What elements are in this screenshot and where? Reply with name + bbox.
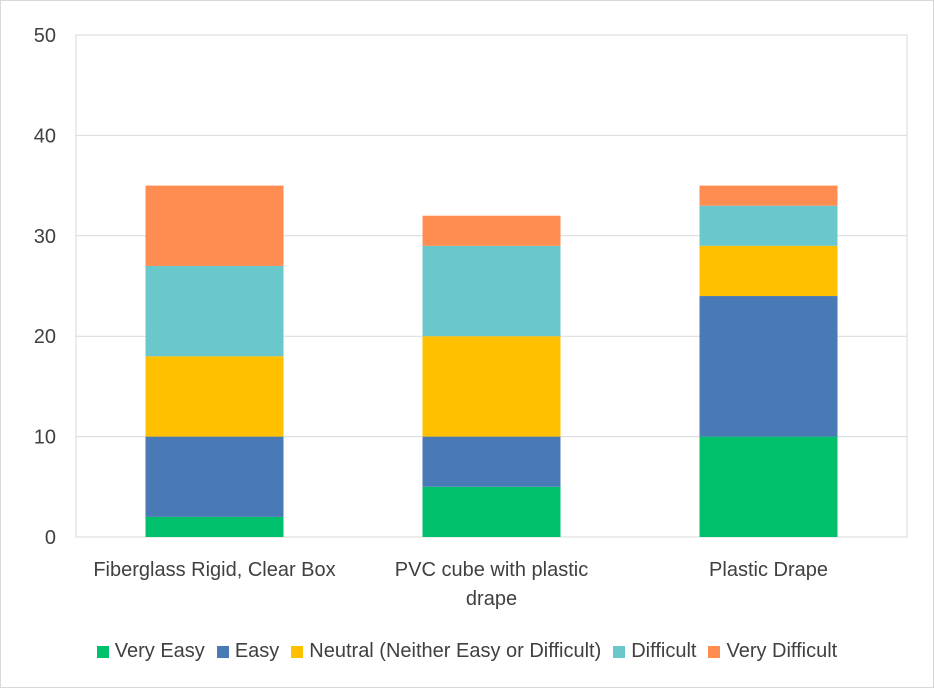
y-tick-label: 0 xyxy=(45,527,56,549)
legend-item: Very Difficult xyxy=(708,640,837,663)
bar-segment xyxy=(422,336,561,437)
legend-label: Easy xyxy=(234,640,280,662)
legend-item: Neutral (Neither Easy or Difficult) xyxy=(291,640,601,663)
x-tick-label: drape xyxy=(466,588,517,610)
bar-segment xyxy=(699,245,838,297)
bar-segment xyxy=(699,185,838,206)
bar-segment xyxy=(422,215,561,246)
legend-swatch xyxy=(96,645,109,658)
bar-segment xyxy=(699,436,838,537)
y-tick-label: 10 xyxy=(34,427,56,449)
bar-segment xyxy=(699,296,838,437)
bar-segment xyxy=(145,516,284,537)
x-tick-label: Plastic Drape xyxy=(709,559,828,581)
x-tick-label: Fiberglass Rigid, Clear Box xyxy=(93,559,335,581)
bar-segment xyxy=(145,265,284,357)
legend-label: Neutral (Neither Easy or Difficult) xyxy=(309,640,602,662)
bar-segment xyxy=(145,185,284,266)
chart-legend: Very Easy Easy Neutral (Neither Easy or Di… xyxy=(0,640,934,663)
legend-swatch xyxy=(613,645,626,658)
y-tick-label: 20 xyxy=(34,326,56,348)
bar-segment xyxy=(699,205,838,246)
bar-segment xyxy=(145,436,284,517)
legend-item: Easy xyxy=(216,640,280,663)
x-tick-label: PVC cube with plastic xyxy=(395,559,588,581)
legend-label: Very Easy xyxy=(114,640,205,662)
bar-segment xyxy=(145,356,284,437)
bar-segment xyxy=(422,436,561,487)
legend-label: Very Difficult xyxy=(726,640,838,662)
y-tick-label: 40 xyxy=(34,125,56,147)
bar-segment xyxy=(422,245,561,337)
legend-item: Very Easy xyxy=(96,640,205,663)
legend-item: Difficult xyxy=(613,640,696,663)
legend-label: Difficult xyxy=(631,640,697,662)
legend-swatch xyxy=(291,645,304,658)
y-tick-label: 50 xyxy=(34,25,56,47)
legend-swatch xyxy=(708,645,721,658)
stacked-bar-chart: 0 10 20 30 40 50 Fiberglass Rigid, Clear Box PV… xyxy=(34,25,908,610)
y-tick-label: 30 xyxy=(34,226,56,248)
legend-swatch xyxy=(216,645,229,658)
bar-segment xyxy=(422,486,561,537)
